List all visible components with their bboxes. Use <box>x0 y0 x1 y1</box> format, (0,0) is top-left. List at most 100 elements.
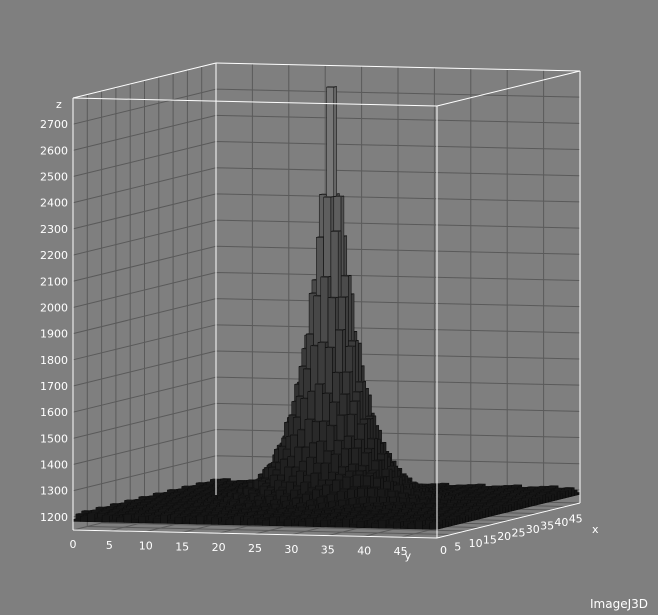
surface-column-top <box>212 483 223 486</box>
surface-column-top <box>95 506 107 509</box>
surface-column-top <box>144 512 155 514</box>
surface-column-top <box>164 496 176 499</box>
surface-column-top <box>181 498 192 500</box>
surface-column-top <box>233 492 244 495</box>
surface-column-top <box>146 503 157 506</box>
surface-column-top <box>478 493 490 495</box>
surface-column-top <box>122 507 133 510</box>
surface-column-top <box>224 488 235 490</box>
surface-column-top <box>176 501 188 503</box>
surface-column-top <box>367 437 378 440</box>
surface-column-top <box>87 512 98 514</box>
surface-column-top <box>183 490 194 493</box>
surface-column-top <box>154 511 165 514</box>
surface-column-top <box>491 485 502 487</box>
surface-column-top <box>539 491 550 493</box>
surface-column-top <box>134 498 145 501</box>
surface-column-top <box>166 502 178 504</box>
surface-column-top <box>144 498 155 500</box>
surface-column-top <box>354 438 365 441</box>
surface-column-top <box>471 486 482 488</box>
surface-column-top <box>197 487 208 489</box>
surface-column-top <box>533 488 544 491</box>
surface-column-top <box>191 485 203 487</box>
surface-column-top <box>468 493 479 496</box>
surface-column-face <box>116 517 125 523</box>
surface-column-top <box>138 509 149 512</box>
surface-column-top <box>276 489 287 491</box>
surface-column-top <box>194 509 206 511</box>
surface-column-top <box>345 345 356 347</box>
surface-column-top <box>197 498 208 501</box>
surface-column-top <box>348 339 359 342</box>
surface-column-top <box>547 485 559 487</box>
surface-column-top <box>336 414 348 416</box>
surface-column-top <box>123 513 135 515</box>
surface-column-top <box>296 470 307 472</box>
surface-column-top <box>454 484 466 486</box>
surface-column-top <box>365 415 376 417</box>
surface-column-top <box>254 495 265 497</box>
surface-column-top <box>102 514 113 516</box>
surface-column-top <box>342 371 353 373</box>
surface-column-face <box>80 516 88 522</box>
surface-column-top <box>507 487 518 489</box>
surface-column-top <box>207 497 218 499</box>
surface-column-top <box>218 486 229 488</box>
surface-column-top <box>244 499 255 502</box>
surface-column-top <box>116 505 127 507</box>
surface-column-top <box>450 487 461 489</box>
surface-column-top <box>148 495 160 497</box>
surface-column-top <box>364 447 375 450</box>
surface-column-top <box>488 493 500 495</box>
surface-column-top <box>513 489 524 492</box>
surface-column-top <box>235 504 246 506</box>
surface-column-top <box>497 487 508 490</box>
surface-column-top <box>182 503 194 506</box>
surface-column-top <box>434 485 445 487</box>
surface-column-top <box>233 502 245 505</box>
surface-column-top <box>217 494 228 497</box>
surface-column-top <box>189 492 200 495</box>
surface-column-top <box>239 496 250 499</box>
surface-column-top <box>448 492 459 495</box>
surface-column-top <box>317 341 329 343</box>
surface-column-top <box>315 383 326 385</box>
surface-column-top <box>203 501 214 503</box>
surface-column-top <box>193 490 204 492</box>
surface-column-top <box>344 435 355 437</box>
surface-column-top <box>140 501 151 503</box>
surface-column-top <box>355 380 366 383</box>
surface-column-top <box>322 392 333 394</box>
surface-column-face <box>559 493 564 500</box>
surface-column-top <box>255 499 266 501</box>
surface-column-top <box>207 486 219 489</box>
surface-column-top <box>232 482 243 485</box>
surface-column-top <box>245 502 256 504</box>
surface-column-top <box>206 481 217 483</box>
surface-column-top <box>229 500 240 502</box>
surface-column-top <box>519 492 530 494</box>
surface-column-top <box>142 506 153 509</box>
surface-column-top <box>472 491 484 493</box>
surface-column-top <box>195 494 206 496</box>
surface-column-top <box>210 478 221 481</box>
surface-column-top <box>529 491 540 494</box>
surface-column-face <box>94 518 103 523</box>
surface-column-top <box>332 371 343 374</box>
surface-column-top <box>160 499 172 502</box>
surface-column-top <box>499 493 510 495</box>
surface-column-top <box>452 491 463 493</box>
surface-column-top <box>475 483 486 486</box>
surface-column-top <box>228 485 239 488</box>
surface-column-top <box>501 485 512 487</box>
surface-layer <box>72 86 581 530</box>
surface-column-top <box>209 491 220 493</box>
surface-column-top <box>248 488 259 491</box>
surface-column-top <box>110 503 121 505</box>
surface-column-top <box>220 478 231 480</box>
surface-column-top <box>191 497 202 499</box>
surface-column-top <box>543 488 555 490</box>
